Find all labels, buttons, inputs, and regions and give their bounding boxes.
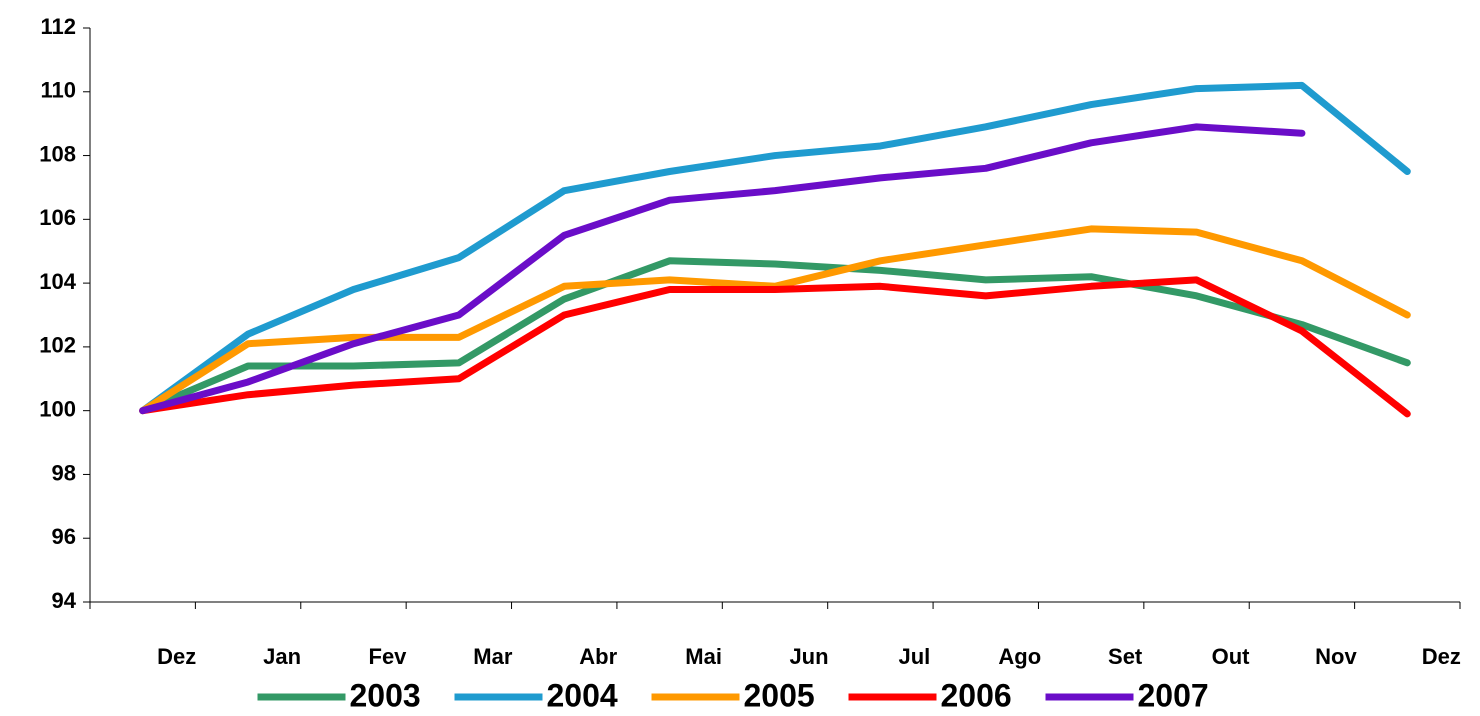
- y-tick-label: 98: [52, 460, 76, 485]
- x-tick-label: Set: [1108, 644, 1143, 669]
- y-tick-label: 96: [52, 524, 76, 549]
- y-tick-label: 100: [39, 396, 76, 421]
- x-tick-label: Mar: [473, 644, 513, 669]
- y-tick-label: 108: [39, 141, 76, 166]
- series-line: [139, 123, 1306, 415]
- y-tick-label: 102: [39, 333, 76, 358]
- x-tick-label: Jun: [789, 644, 828, 669]
- x-tick-label: Dez: [1422, 644, 1461, 669]
- y-tick-label: 112: [41, 14, 77, 39]
- series-line: [139, 257, 1411, 415]
- y-tick-label: 104: [39, 269, 76, 294]
- series-line: [139, 276, 1411, 418]
- legend-label: 2003: [350, 677, 421, 713]
- x-tick-label: Out: [1212, 644, 1251, 669]
- y-tick-label: 106: [39, 205, 76, 230]
- legend-label: 2007: [1138, 677, 1209, 713]
- x-tick-label: Abr: [579, 644, 617, 669]
- x-tick-label: Jul: [898, 644, 930, 669]
- legend-label: 2006: [941, 677, 1012, 713]
- x-tick-label: Jan: [263, 644, 301, 669]
- x-tick-label: Mai: [685, 644, 722, 669]
- legend-label: 2005: [744, 677, 815, 713]
- x-tick-label: Ago: [998, 644, 1041, 669]
- x-tick-label: Dez: [157, 644, 196, 669]
- x-tick-label: Nov: [1315, 644, 1357, 669]
- legend-label: 2004: [547, 677, 618, 713]
- y-tick-label: 94: [52, 588, 77, 613]
- series-line: [139, 225, 1411, 415]
- series-line: [139, 81, 1411, 415]
- y-tick-label: 110: [41, 78, 77, 103]
- x-tick-label: Fev: [369, 644, 408, 669]
